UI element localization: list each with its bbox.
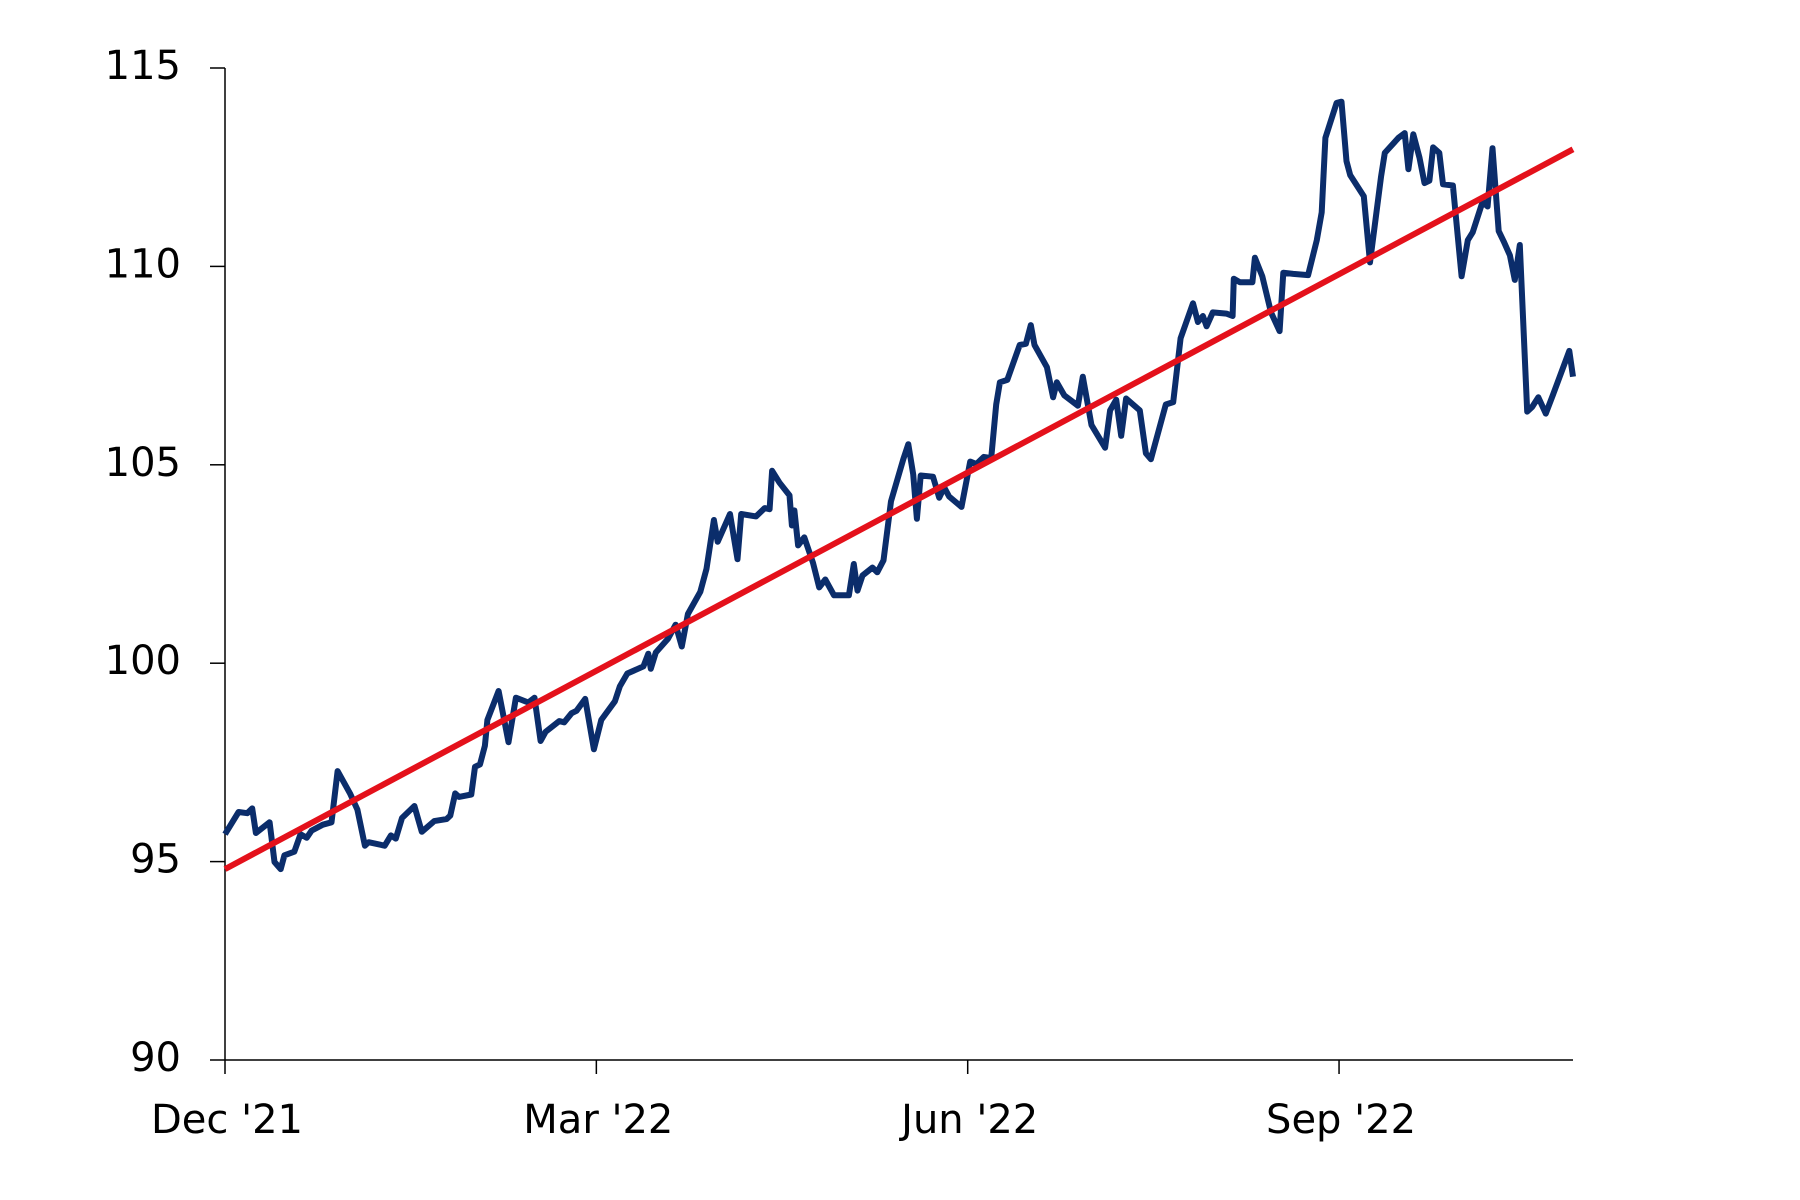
y-tick-label: 90 bbox=[130, 1035, 181, 1081]
y-tick-label: 110 bbox=[105, 241, 181, 287]
line bbox=[222, 98, 1576, 873]
line bbox=[223, 146, 1575, 872]
y-tick-label: 100 bbox=[105, 638, 181, 684]
x-tick-label: Dec '21 bbox=[151, 1097, 303, 1143]
y-tick-label: 115 bbox=[105, 43, 181, 89]
x-tick-label: Jun '22 bbox=[898, 1097, 1038, 1143]
y-tick-label: 105 bbox=[105, 440, 181, 486]
y-tick-label: 95 bbox=[130, 837, 181, 883]
x-tick-label: Sep '22 bbox=[1266, 1097, 1416, 1143]
x-tick-label: Mar '22 bbox=[523, 1097, 673, 1143]
